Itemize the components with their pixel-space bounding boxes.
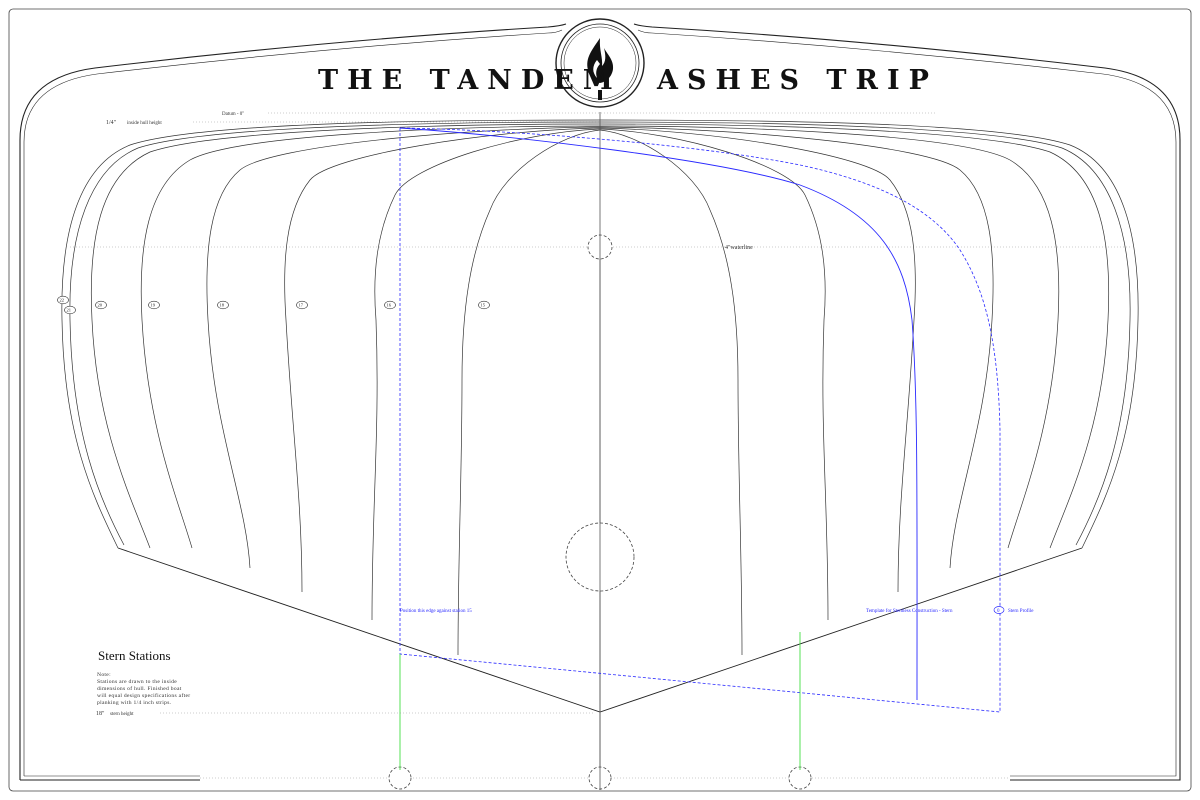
stern-profile-tag: 0 — [997, 609, 1000, 614]
station-tag: 16 — [384, 300, 396, 310]
hull-outline — [61, 119, 1139, 549]
position-edge-note: Position this edge against station 15 — [400, 609, 472, 614]
inside-height-label: inside hull height — [127, 121, 162, 126]
station-tag: 21 — [64, 305, 76, 315]
svg-text:17: 17 — [299, 303, 304, 308]
station-tag: 17 — [296, 300, 308, 310]
svg-text:19: 19 — [151, 303, 156, 308]
flame-icon — [587, 38, 614, 100]
station-tags: 22 21 20 19 18 17 16 15 — [57, 295, 490, 315]
stern-height-label: stern height — [110, 712, 134, 717]
station-tag: 20 — [95, 300, 107, 310]
emblem — [555, 18, 645, 108]
svg-text:15: 15 — [481, 303, 486, 308]
title-right: ASHES TRIP — [656, 65, 938, 96]
note-line: planking with 1/4 inch strips. — [97, 700, 172, 706]
note-line: will equal design specifications after — [97, 692, 190, 699]
stern-profile-tag-oval — [993, 606, 1005, 614]
datum-label: Datum - 0" — [222, 112, 244, 117]
outer-border — [8, 8, 1192, 792]
station-tag: 15 — [478, 300, 490, 310]
station-tag: 22 — [57, 295, 69, 305]
template-dashed-outline — [399, 127, 1001, 713]
template-note: Template for Stemless Construction - Ste… — [866, 609, 953, 614]
station-tag: 19 — [148, 300, 160, 310]
station-curves — [90, 123, 1110, 656]
bottom-circle-right — [788, 766, 812, 790]
station-tag: 18 — [217, 300, 229, 310]
waterline-label: 4"waterline — [725, 245, 753, 251]
note-line: Stations are drawn to the inside — [97, 679, 177, 685]
bottom-circle-left — [388, 766, 412, 790]
svg-text:22: 22 — [60, 298, 65, 303]
title-frame-inner — [23, 29, 1177, 777]
stern-height-value: 18" — [96, 711, 105, 717]
note-line: Note: — [97, 672, 111, 678]
note-line: dimensions of hull. Finished boat — [97, 685, 182, 692]
svg-text:18: 18 — [220, 303, 225, 308]
stern-profile-line — [399, 127, 918, 701]
title-left: THE TANDEM — [318, 65, 622, 96]
inside-height-value: 1/4" — [106, 120, 117, 126]
svg-text:21: 21 — [67, 308, 72, 313]
svg-text:16: 16 — [387, 303, 392, 308]
section-title: Stern Stations — [98, 648, 171, 663]
stern-profile-label: Stern Profile — [1008, 609, 1034, 614]
title-frame — [19, 23, 1181, 781]
svg-text:20: 20 — [98, 303, 103, 308]
